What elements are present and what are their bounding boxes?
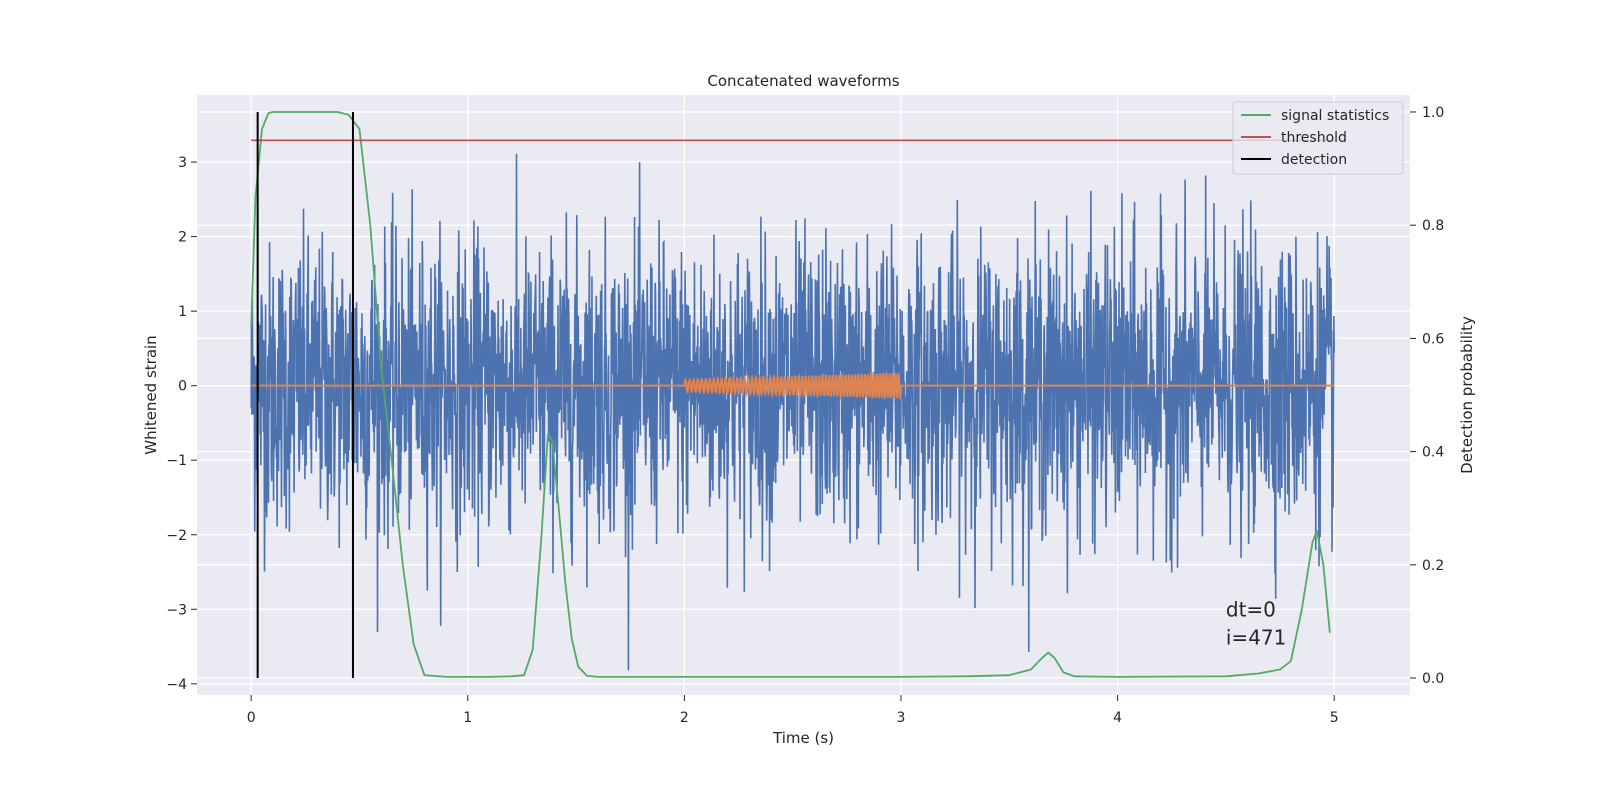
y-tick-label-left: −3	[166, 602, 187, 618]
annotation-index: i=471	[1226, 625, 1287, 649]
y-tick-label-left: 3	[178, 155, 187, 171]
series-signal-statistics	[250, 111, 1331, 678]
y-tick-label-left: −1	[166, 453, 187, 469]
y-tick-label-right: 0.6	[1422, 331, 1444, 347]
axes: 0 1 2 3 4 5 −4 −3 −2 −1 0 1 2 3 0.0 0.2 0.4 0.6 0.8 1.0	[166, 105, 1444, 726]
y-tick-label-left: 0	[178, 379, 187, 395]
y-tick-label-right: 0.2	[1422, 558, 1444, 574]
x-axis-label: Time (s)	[772, 729, 834, 747]
y-tick-label-right: 1.0	[1422, 105, 1444, 121]
y-axis-label-right: Detection probability	[1458, 316, 1476, 474]
chart-title: Concatenated waveforms	[707, 72, 899, 90]
legend-label: signal statistics	[1281, 108, 1389, 124]
x-tick-label: 2	[680, 710, 689, 726]
legend-label: threshold	[1281, 130, 1347, 146]
y-tick-label-right: 0.8	[1422, 218, 1444, 234]
x-tick-label: 3	[897, 710, 906, 726]
legend-box	[1232, 101, 1404, 175]
x-tick-label: 5	[1330, 710, 1339, 726]
annotation-dt: dt=0	[1226, 597, 1276, 621]
annotation: dt=0 i=471	[1226, 597, 1287, 649]
x-tick-label: 1	[463, 710, 472, 726]
y-tick-label-left: −4	[166, 677, 187, 693]
y-tick-label-left: −2	[166, 528, 187, 544]
x-tick-label: 4	[1113, 710, 1122, 726]
y-tick-label-right: 0.0	[1422, 671, 1444, 687]
y-tick-label-left: 1	[178, 304, 187, 320]
series-layer	[250, 111, 1335, 679]
legend-label: detection	[1281, 152, 1347, 168]
legend: signal statistics threshold detection	[1232, 101, 1404, 175]
x-tick-label: 0	[247, 710, 256, 726]
series-injection-chirp	[683, 370, 902, 401]
y-tick-label-right: 0.4	[1422, 445, 1444, 461]
y-tick-label-left: 2	[178, 230, 187, 246]
y-axis-label-left: Whitened strain	[142, 335, 160, 454]
